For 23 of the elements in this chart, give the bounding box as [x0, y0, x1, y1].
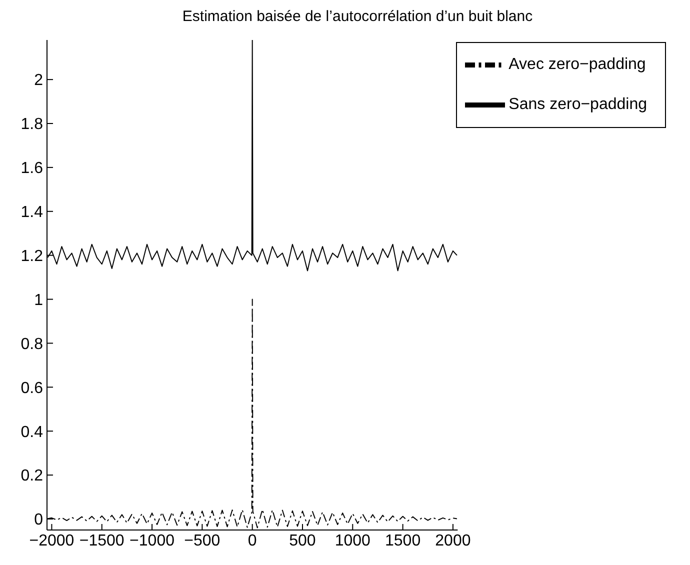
y-tick-label: 2 [34, 72, 44, 90]
legend-label: Avec zero−padding [508, 56, 646, 74]
y-tick-label: 0.6 [20, 380, 44, 397]
x-tick-label: 500 [289, 532, 316, 550]
x-tick-label: 1500 [385, 532, 421, 550]
y-tick-label: 1 [34, 292, 44, 309]
y-tick-label: 1.6 [20, 160, 44, 178]
x-tick-label: −500 [184, 532, 220, 550]
x-tick-label: −1500 [79, 532, 124, 550]
chart-title: Estimation baisée de l’autocorrélation d’un buit blanc [181, 8, 534, 25]
y-tick-label: 1.4 [20, 204, 44, 222]
y-tick-label: 0.8 [20, 336, 44, 353]
y-tick-label: 0 [34, 512, 44, 529]
x-tick-label: 2000 [435, 532, 471, 550]
y-tick-label: 1.8 [20, 116, 44, 134]
x-tick-label: −2000 [29, 532, 74, 550]
x-tick-label: 1000 [334, 532, 371, 550]
legend-label: Sans zero−padding [508, 96, 647, 114]
y-tick-label: 0.4 [20, 424, 44, 441]
x-tick-label: 0 [248, 532, 257, 550]
y-tick-label: 1.2 [20, 248, 44, 266]
y-tick-label: 0.2 [20, 468, 44, 485]
x-tick-label: −1000 [130, 532, 175, 550]
